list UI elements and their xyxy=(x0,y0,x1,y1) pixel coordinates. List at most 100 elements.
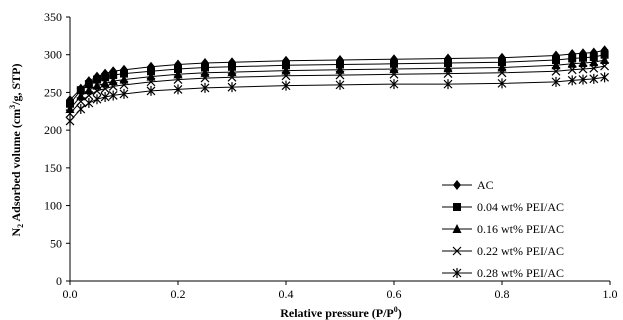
data-point xyxy=(389,79,399,90)
data-point xyxy=(497,78,507,89)
data-point xyxy=(335,79,345,90)
x-tick-label: 0.2 xyxy=(171,287,186,301)
y-tick-label: 250 xyxy=(44,85,62,99)
data-point xyxy=(119,88,129,99)
data-point xyxy=(84,80,93,89)
data-point xyxy=(108,90,118,101)
x-tick-label: 1.0 xyxy=(603,287,618,301)
data-point xyxy=(444,59,452,68)
legend-marker xyxy=(452,268,462,278)
data-point xyxy=(568,54,577,63)
data-point xyxy=(443,63,453,73)
data-point xyxy=(200,73,210,83)
data-point xyxy=(335,70,345,80)
data-point xyxy=(282,61,290,70)
data-point xyxy=(552,55,560,64)
data-point xyxy=(227,82,237,93)
data-point xyxy=(66,99,74,108)
legend-marker xyxy=(452,224,462,233)
data-point xyxy=(551,76,561,87)
data-point xyxy=(589,57,599,67)
data-point xyxy=(146,77,156,87)
data-point xyxy=(443,69,453,78)
x-tick-label: 0.0 xyxy=(63,287,78,301)
data-point xyxy=(579,53,587,62)
series-layer xyxy=(65,45,610,127)
data-point xyxy=(84,91,94,100)
y-tick-label: 50 xyxy=(50,236,62,250)
data-point xyxy=(567,58,577,68)
y-tick-label: 0 xyxy=(56,274,62,288)
y-tick-label: 200 xyxy=(44,123,62,137)
data-point xyxy=(567,65,577,75)
legend-label: 0.22 wt% PEI/AC xyxy=(477,244,564,258)
data-point xyxy=(589,73,599,84)
data-point xyxy=(551,66,561,76)
legend-label: 0.28 wt% PEI/AC xyxy=(477,266,564,280)
data-point xyxy=(101,73,110,82)
data-point xyxy=(108,76,118,86)
data-point xyxy=(65,109,75,118)
data-point xyxy=(173,69,183,79)
data-point xyxy=(600,54,610,64)
data-point xyxy=(100,84,110,94)
data-point xyxy=(76,104,86,115)
data-point xyxy=(120,69,128,78)
data-point xyxy=(109,71,118,80)
data-point xyxy=(389,64,399,74)
data-point xyxy=(227,72,237,82)
data-point xyxy=(335,64,345,74)
y-axis-title: N2 Adsorbed volume (cm3/g, STP) xyxy=(8,63,25,236)
data-point xyxy=(578,74,588,85)
data-point xyxy=(173,75,183,85)
data-point xyxy=(174,65,182,74)
data-point xyxy=(600,61,610,71)
data-point xyxy=(497,62,507,72)
axes: 0 50 100 150 200 250 300 350 0.0 0.2 0.4 0.6 0.8 1.0 xyxy=(44,10,618,301)
legend-item: 0.28 wt% PEI/AC xyxy=(442,266,564,280)
data-point xyxy=(201,63,209,72)
data-point xyxy=(100,78,110,88)
data-point xyxy=(281,65,291,75)
x-axis-title: Relative pressure (P/P0) xyxy=(280,305,402,320)
data-point xyxy=(589,52,598,61)
data-point xyxy=(227,67,237,77)
y-tick-label: 100 xyxy=(44,199,62,213)
data-point xyxy=(76,97,86,106)
data-point xyxy=(578,64,588,74)
data-point xyxy=(65,116,75,127)
data-point xyxy=(92,80,102,90)
legend-marker xyxy=(453,180,461,190)
data-point xyxy=(92,86,102,96)
data-point xyxy=(551,60,561,70)
data-point xyxy=(100,91,110,102)
data-point xyxy=(108,81,118,91)
legend-label: 0.04 wt% PEI/AC xyxy=(477,200,564,214)
data-point xyxy=(84,97,94,108)
data-point xyxy=(84,85,94,95)
x-tick-label: 0.4 xyxy=(279,287,294,301)
series-5 xyxy=(65,72,610,127)
legend-marker xyxy=(452,246,462,256)
legend: AC 0.04 wt% PEI/AC 0.16 wt% PEI/AC 0.22 wt%… xyxy=(442,178,564,280)
y-tick-label: 350 xyxy=(44,10,62,24)
data-point xyxy=(578,58,588,68)
x-tick-label: 0.8 xyxy=(495,287,510,301)
data-point xyxy=(281,71,291,81)
data-point xyxy=(147,67,155,76)
legend-item: 0.22 wt% PEI/AC xyxy=(442,244,564,258)
data-point xyxy=(146,71,156,81)
data-point xyxy=(498,58,506,67)
data-point xyxy=(93,75,101,84)
data-point xyxy=(228,62,236,71)
data-point xyxy=(497,68,507,78)
legend-item: 0.16 wt% PEI/AC xyxy=(442,222,564,236)
data-point xyxy=(443,79,453,90)
data-point xyxy=(567,75,577,86)
data-point xyxy=(119,74,129,84)
series-2 xyxy=(66,50,609,108)
legend-label: AC xyxy=(477,178,494,192)
data-point xyxy=(119,80,129,90)
data-point xyxy=(589,63,599,73)
